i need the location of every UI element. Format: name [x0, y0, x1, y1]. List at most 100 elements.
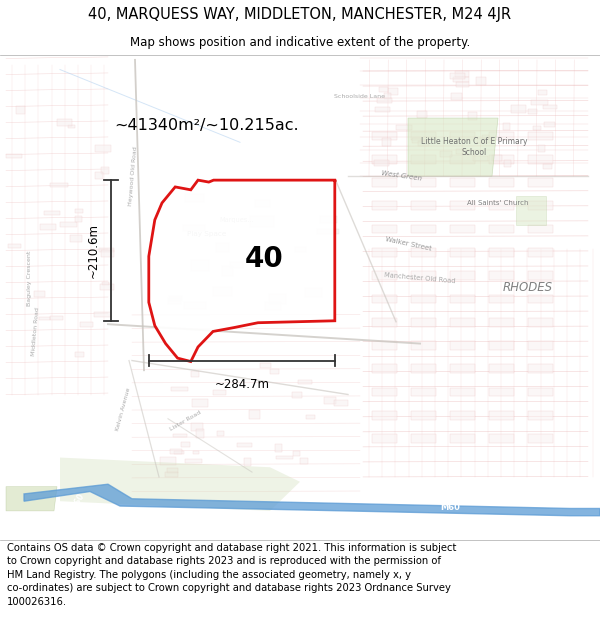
Bar: [528, 132, 553, 141]
Bar: [173, 434, 187, 437]
Bar: [191, 422, 203, 431]
Bar: [528, 248, 553, 257]
Bar: [99, 248, 114, 252]
Bar: [39, 317, 50, 321]
Bar: [275, 444, 282, 452]
Text: ~41340m²/~10.215ac.: ~41340m²/~10.215ac.: [114, 118, 299, 133]
Bar: [193, 451, 199, 454]
Bar: [184, 301, 206, 309]
Bar: [372, 155, 397, 164]
Bar: [411, 364, 436, 373]
Bar: [293, 451, 299, 456]
Bar: [265, 302, 281, 309]
Bar: [372, 201, 397, 210]
Bar: [185, 194, 204, 202]
Bar: [416, 111, 427, 119]
Bar: [230, 262, 243, 268]
Polygon shape: [24, 484, 600, 516]
Bar: [70, 234, 82, 242]
Bar: [450, 73, 464, 79]
Bar: [80, 321, 93, 328]
Bar: [528, 364, 553, 373]
Bar: [489, 271, 514, 280]
Bar: [372, 341, 397, 350]
Bar: [450, 132, 475, 141]
Bar: [411, 318, 436, 327]
Bar: [489, 411, 514, 420]
Polygon shape: [516, 196, 546, 225]
Text: All Saints' Church: All Saints' Church: [467, 200, 529, 206]
Bar: [457, 82, 469, 88]
Bar: [372, 411, 397, 420]
Polygon shape: [6, 487, 57, 511]
Bar: [192, 399, 208, 407]
Text: ~210.6m: ~210.6m: [86, 223, 100, 278]
Bar: [16, 106, 25, 114]
Bar: [102, 282, 109, 285]
Bar: [40, 224, 56, 230]
Bar: [489, 225, 514, 234]
Bar: [217, 431, 224, 436]
Bar: [174, 451, 184, 454]
Bar: [372, 318, 397, 327]
Bar: [543, 104, 557, 109]
Bar: [476, 78, 486, 85]
Bar: [450, 248, 475, 257]
Bar: [172, 387, 188, 391]
Bar: [317, 229, 340, 234]
Bar: [455, 71, 469, 77]
Bar: [74, 216, 82, 222]
Bar: [511, 105, 526, 113]
Bar: [489, 132, 514, 141]
Bar: [372, 271, 397, 280]
Bar: [50, 182, 68, 187]
Bar: [244, 458, 251, 466]
Bar: [385, 92, 391, 99]
Bar: [68, 124, 75, 128]
Text: M60: M60: [70, 492, 86, 512]
Bar: [411, 155, 436, 164]
Bar: [372, 132, 397, 141]
Bar: [372, 225, 397, 234]
Bar: [372, 364, 397, 373]
Bar: [489, 364, 514, 373]
Bar: [489, 388, 514, 396]
Text: West Green: West Green: [381, 171, 423, 182]
Bar: [504, 160, 511, 166]
Bar: [528, 201, 553, 210]
Bar: [396, 125, 412, 131]
Text: Little Heaton C of E Primary
School: Little Heaton C of E Primary School: [421, 138, 527, 157]
Bar: [295, 247, 305, 252]
Text: Walker Street: Walker Street: [385, 236, 431, 252]
Text: 40: 40: [245, 245, 283, 272]
Bar: [269, 294, 286, 304]
Bar: [216, 243, 229, 252]
Bar: [298, 380, 312, 384]
Text: Kelvin Avenue: Kelvin Avenue: [115, 387, 131, 431]
Bar: [456, 149, 463, 154]
Bar: [191, 371, 199, 377]
Polygon shape: [408, 118, 498, 176]
Text: RHODES: RHODES: [503, 281, 553, 294]
Bar: [450, 294, 475, 303]
Text: Map shows position and indicative extent of the property.: Map shows position and indicative extent…: [130, 36, 470, 49]
Bar: [260, 363, 271, 368]
Bar: [450, 201, 475, 210]
Bar: [450, 178, 475, 187]
Bar: [528, 434, 553, 443]
Bar: [305, 288, 322, 297]
Bar: [95, 144, 112, 152]
Bar: [382, 138, 391, 146]
Bar: [411, 132, 436, 141]
Bar: [473, 156, 488, 161]
Text: Manchester Old Road: Manchester Old Road: [384, 272, 456, 284]
Bar: [453, 78, 469, 82]
Bar: [528, 411, 553, 420]
Text: Schoolside Lane: Schoolside Lane: [335, 94, 386, 99]
Bar: [75, 352, 85, 357]
Bar: [527, 109, 537, 114]
Text: M60: M60: [440, 503, 460, 511]
Bar: [306, 415, 315, 419]
Bar: [528, 318, 553, 327]
Text: Heywood Old Road: Heywood Old Road: [128, 146, 138, 206]
